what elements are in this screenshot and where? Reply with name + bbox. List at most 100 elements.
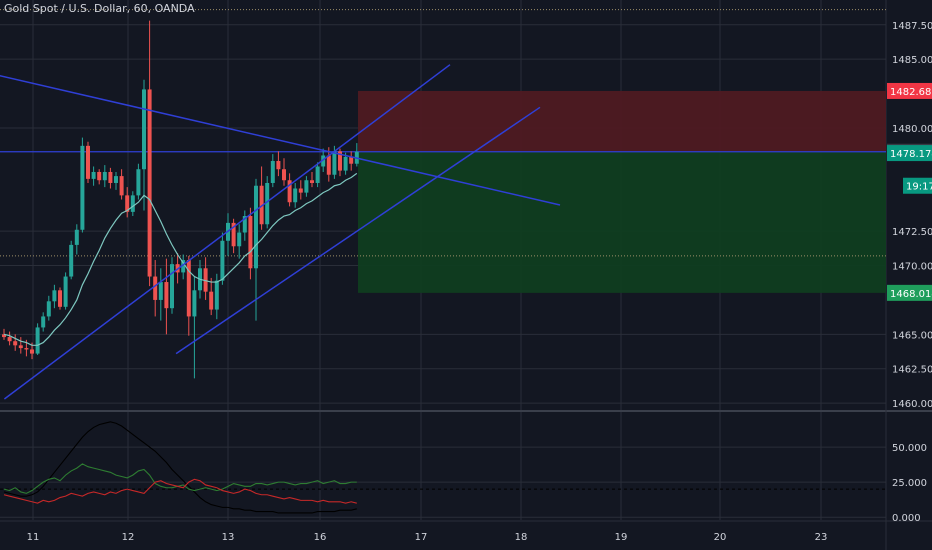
indicator-adx-line [3,421,357,514]
candle-body [153,276,158,300]
candle-body [69,244,74,277]
candle-body [91,171,96,179]
candle-body [276,160,281,170]
indicator-minus-di-line [3,478,357,504]
candle-body [136,169,141,196]
candle-body [119,176,124,196]
candle-body [170,264,174,309]
time-tick-label: 19 [615,532,628,543]
price-tick-label: 1465.000 [892,330,932,341]
price-label-text: 19:17 [906,182,932,193]
price-label-text: 1478.174 [890,149,932,160]
time-tick-label: 18 [515,532,528,543]
moving-average [3,172,358,346]
price-tick-label: 1462.500 [892,365,932,376]
price-label-text: 1468.014 [890,289,932,300]
candle-body [332,151,337,175]
candle-body [130,195,135,212]
candle-body [282,169,286,181]
candle-body [265,182,270,225]
candle-body [35,327,40,354]
candle-body [203,268,208,292]
indicator-pane [0,421,886,514]
time-tick-label: 16 [314,532,327,543]
candle-body [18,345,23,349]
candle-body [237,232,242,247]
candle-body [231,222,236,247]
price-label-box [887,145,932,162]
time-tick-label: 12 [122,532,135,543]
candle-body [315,166,320,183]
candle-body [343,156,348,171]
candle-body [30,349,34,354]
candle-body [293,188,298,203]
stop-loss-zone [358,90,886,152]
position-tool[interactable] [358,90,886,293]
candle-body [248,216,253,269]
candle-body [24,348,29,350]
candle-body [58,290,62,307]
candle-body [102,171,107,181]
candle-body [41,316,46,328]
candle-body [214,280,219,310]
candle-body [46,301,51,317]
price-tick-label: 1485.000 [892,55,932,66]
candle-body [298,188,303,193]
candle-body [147,89,152,277]
candle-body [321,155,326,167]
candle-body [326,155,331,175]
candle-body [86,145,90,179]
candle-body [142,89,146,170]
candle-body [254,185,258,269]
candle-body [63,276,68,307]
price-tick-label: 1487.500 [892,21,932,32]
indicator-plus-di-line [3,463,357,494]
time-tick-label: 17 [415,532,428,543]
price-tick-label: 1472.500 [892,227,932,238]
candle-body [209,291,214,310]
candle-body [192,290,197,317]
trendline [175,106,541,355]
indicator-tick-label: 0.000 [892,513,921,524]
candle-body [13,341,18,346]
candle-body [2,334,6,338]
time-tick-label: 23 [815,532,828,543]
candle-body [349,156,354,164]
candle-body [52,290,57,302]
chart-axes: 1487.500 1485.000 1480.000 1472.500 1470.000… [27,21,932,543]
candle-body [181,260,186,273]
price-tick-label: 1460.000 [892,399,932,410]
time-tick-label: 13 [222,532,235,543]
candle-body [97,171,102,181]
candle-body [220,240,225,281]
candle-body [304,180,309,193]
time-tick-label: 11 [27,532,40,543]
candle-body [7,337,12,342]
trendlines[interactable] [0,64,561,400]
moving-average-line [3,172,358,346]
candle-body [186,260,191,317]
indicator-tick-label: 25.000 [892,478,927,489]
candle-body [164,282,169,309]
candle-body [242,216,247,233]
time-tick-label: 20 [714,532,727,543]
price-tick-label: 1480.000 [892,124,932,135]
candle-body [114,176,118,183]
candle-body [108,171,113,183]
candlestick-series [2,20,359,379]
candle-body [310,180,314,183]
price-label-box [903,177,932,194]
candle-body [74,229,79,245]
candle-body [125,195,130,212]
price-tick-label: 1470.000 [892,262,932,273]
trendline [3,64,451,400]
price-label-box [887,82,932,99]
indicator-tick-label: 50.000 [892,443,927,454]
candle-body [270,160,275,183]
price-label-box [887,284,932,301]
candle-body [158,282,163,300]
candle-body [287,180,292,203]
trendline [0,74,561,206]
